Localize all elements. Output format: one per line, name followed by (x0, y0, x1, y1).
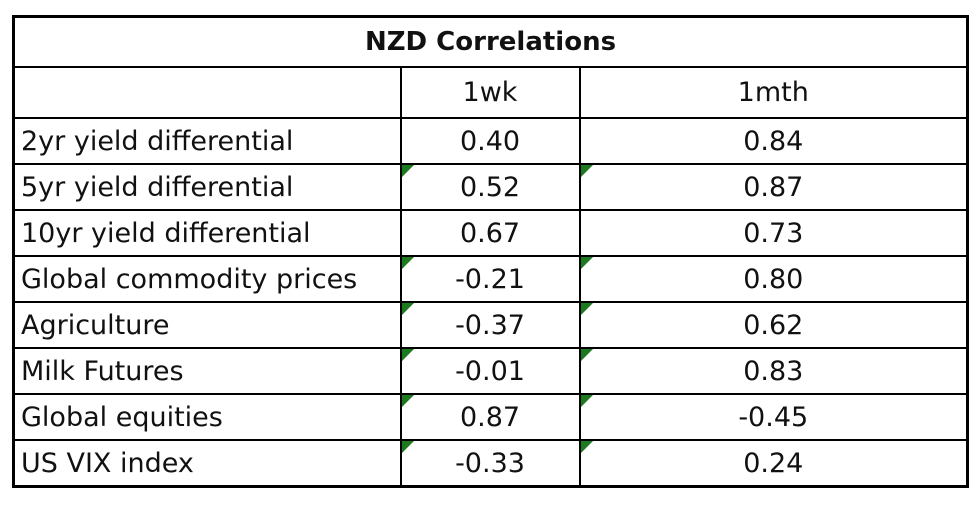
value-text: -0.45 (738, 401, 809, 433)
header-row: 1wk 1mth (12, 66, 970, 119)
value-1wk: -0.01 (399, 347, 581, 395)
value-1mth: 0.83 (578, 347, 970, 395)
row-label: 2yr yield differential (12, 117, 402, 165)
table-row: Agriculture -0.37 0.62 (12, 301, 970, 349)
value-text: 0.87 (743, 171, 804, 203)
value-1mth: 0.80 (578, 255, 970, 303)
value-text: 0.80 (743, 263, 804, 295)
cell-note-flag (581, 350, 593, 361)
value-1mth: 0.24 (578, 439, 970, 488)
value-text: -0.21 (455, 263, 525, 295)
cell-note-flag (402, 350, 414, 361)
cell-note-flag (581, 441, 593, 453)
value-1mth: 0.84 (578, 117, 970, 165)
value-1wk: 0.67 (399, 209, 581, 257)
cell-note-flag (402, 441, 414, 453)
value-text: 0.52 (459, 171, 521, 203)
value-text: -0.37 (455, 309, 525, 341)
value-1mth: -0.45 (578, 393, 970, 441)
cell-note-flag (581, 258, 593, 269)
value-text: 0.40 (459, 125, 521, 157)
title-row: NZD Correlations (11, 15, 970, 68)
table-row: Global equities 0.87 -0.45 (12, 393, 970, 441)
row-label: Global commodity prices (12, 255, 402, 303)
header-1wk: 1wk (399, 66, 581, 119)
table-row: 5yr yield differential 0.52 0.87 (12, 163, 970, 211)
value-1mth: 0.62 (578, 301, 970, 349)
value-text: 0.62 (743, 309, 804, 341)
value-1wk: -0.37 (399, 301, 581, 349)
value-text: 0.24 (743, 447, 804, 479)
row-label: US VIX index (12, 439, 402, 488)
table-title: NZD Correlations (11, 15, 970, 68)
value-1wk: 0.40 (399, 117, 581, 165)
header-1mth: 1mth (578, 66, 970, 119)
row-label: 10yr yield differential (12, 209, 402, 257)
value-text: 0.84 (743, 125, 804, 157)
cell-note-flag (581, 304, 593, 315)
value-text: -0.33 (455, 447, 525, 479)
table-row: US VIX index -0.33 0.24 (12, 439, 970, 488)
row-label: Agriculture (12, 301, 402, 349)
value-text: -0.01 (455, 355, 525, 387)
table-row: Global commodity prices -0.21 0.80 (12, 255, 970, 303)
value-1wk: -0.21 (399, 255, 581, 303)
value-1wk: 0.52 (399, 163, 581, 211)
cell-note-flag (581, 396, 593, 407)
table-row: 2yr yield differential 0.40 0.84 (12, 117, 970, 165)
nzd-correlations-table: NZD Correlations 1wk 1mth 2yr yield diff… (11, 15, 970, 488)
value-1mth: 0.87 (578, 163, 970, 211)
value-text: 0.87 (459, 401, 521, 433)
value-text: 0.73 (743, 217, 804, 249)
cell-note-flag (402, 396, 414, 407)
table-row: 10yr yield differential 0.67 0.73 (12, 209, 970, 257)
value-text: 0.67 (459, 217, 521, 249)
header-label-cell (12, 66, 402, 119)
value-1wk: 0.87 (399, 393, 581, 441)
cell-note-flag (581, 166, 593, 177)
value-1wk: -0.33 (399, 439, 581, 488)
value-text: 0.83 (743, 355, 804, 387)
row-label: Global equities (12, 393, 402, 441)
cell-note-flag (402, 304, 414, 315)
table-row: Milk Futures -0.01 0.83 (12, 347, 970, 395)
cell-note-flag (402, 166, 414, 177)
row-label: Milk Futures (12, 347, 402, 395)
cell-note-flag (402, 258, 414, 269)
value-1mth: 0.73 (578, 209, 970, 257)
row-label: 5yr yield differential (12, 163, 402, 211)
